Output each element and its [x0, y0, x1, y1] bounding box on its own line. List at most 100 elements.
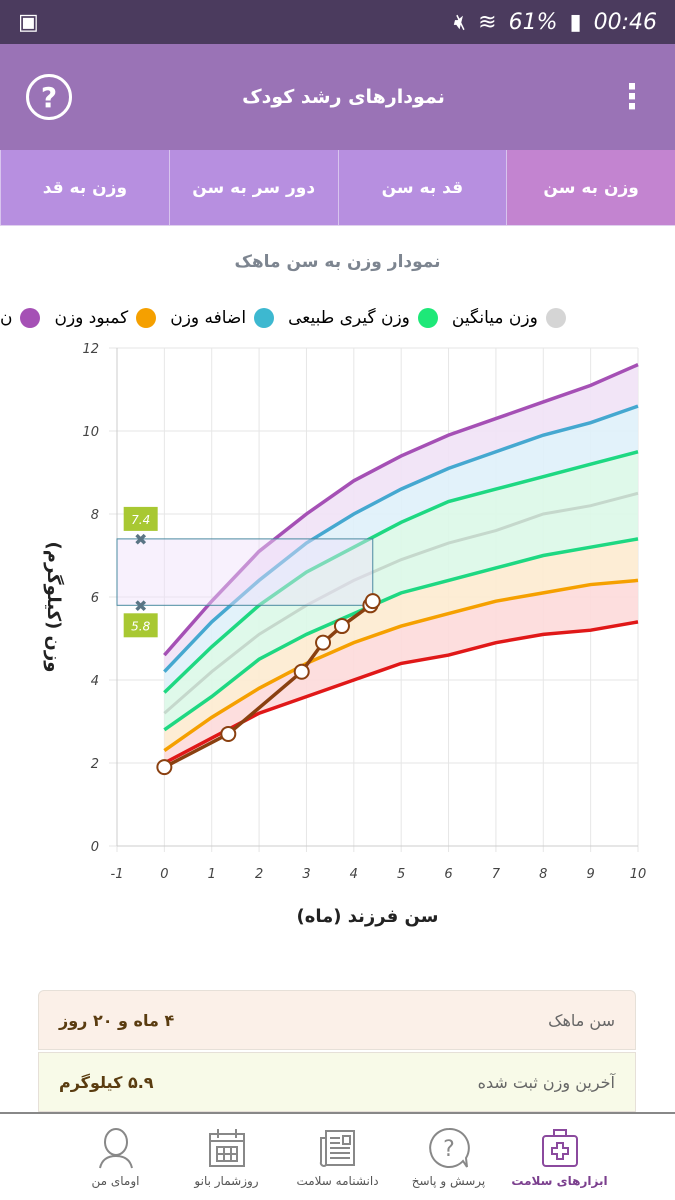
- y-tick-label: 4: [91, 674, 99, 689]
- legend-item[interactable]: وزن میانگین: [452, 308, 566, 328]
- legend-dot: [254, 308, 275, 328]
- percentile-line: [163, 450, 639, 694]
- x-tick-label: -1: [111, 867, 124, 882]
- gallery-icon: ▣: [18, 9, 39, 35]
- percentile-line: [163, 578, 639, 752]
- child-weight-point: [364, 593, 381, 610]
- nav-label: دانشنامه سلامت: [296, 1174, 379, 1188]
- x-tick-label: 2: [255, 867, 263, 882]
- nav-label: اومای من: [91, 1174, 140, 1188]
- x-tick-label: 0: [160, 867, 168, 882]
- range-marker-icon: ✖: [134, 530, 147, 549]
- band-fill: [164, 451, 638, 714]
- info-value: ۵.۹ کیلوگرم: [59, 1072, 154, 1092]
- child-weight-point: [315, 634, 332, 651]
- x-tick-label: 9: [586, 867, 594, 882]
- wifi-icon: ≋: [478, 9, 497, 35]
- chart-tabs: وزن به سن قد به سن دور سر به سن وزن به ق…: [0, 150, 675, 226]
- child-weight-point: [293, 663, 310, 680]
- legend-label: ن: [0, 308, 13, 328]
- battery-icon: ▮: [569, 9, 582, 35]
- app-header: ? نمودارهای رشد کودک ⋮: [0, 44, 675, 150]
- nav-encyclopedia[interactable]: دانشنامه سلامت: [282, 1114, 393, 1200]
- legend-label: وزن میانگین: [451, 308, 538, 328]
- band-fill: [164, 406, 638, 693]
- calendar-icon: [208, 1129, 245, 1167]
- legend-dot: [417, 308, 438, 328]
- x-axis-title: سن فرزند (ماه): [297, 906, 439, 927]
- y-tick-label: 12: [82, 342, 99, 357]
- legend-item[interactable]: ن: [0, 308, 41, 328]
- info-key: سن ماهک: [548, 1010, 615, 1030]
- band-fill: [164, 580, 638, 763]
- tab-height-for-age[interactable]: قد به سن: [337, 150, 507, 225]
- svg-text:?: ?: [443, 1137, 455, 1162]
- nav-label: پرسش و پاسخ: [411, 1174, 486, 1188]
- legend-dot: [136, 308, 157, 328]
- info-key: آخرین وزن ثبت شده: [477, 1072, 615, 1092]
- target-range-box: [116, 538, 374, 606]
- nav-label: ابزارهای سلامت: [511, 1174, 608, 1188]
- tab-weight-for-height[interactable]: وزن به قد: [0, 150, 169, 225]
- y-axis-title: وزن (کیلوگرم): [43, 542, 65, 673]
- legend-item[interactable]: وزن گیری طبیعی: [288, 308, 438, 328]
- nav-health-tools[interactable]: ابزارهای سلامت: [504, 1114, 615, 1200]
- nav-qa[interactable]: ? پرسش و پاسخ: [393, 1114, 504, 1200]
- help-button[interactable]: ?: [26, 74, 72, 120]
- legend-item[interactable]: کمبود وزن: [54, 308, 157, 328]
- legend-item[interactable]: اضافه وزن: [170, 308, 275, 328]
- band-fill: [164, 493, 638, 730]
- info-row-last-weight: آخرین وزن ثبت شده ۵.۹ کیلوگرم: [38, 1052, 636, 1112]
- y-tick-label: 0: [91, 840, 99, 855]
- x-tick-label: 6: [444, 867, 452, 882]
- info-row-age: سن ماهک ۴ ماه و ۲۰ روز: [38, 990, 636, 1050]
- child-weight-point: [156, 759, 173, 776]
- percentile-line: [163, 404, 639, 673]
- x-tick-label: 5: [397, 867, 405, 882]
- x-tick-label: 10: [630, 867, 647, 882]
- legend-label: وزن گیری طبیعی: [288, 308, 410, 328]
- y-tick-label: 2: [91, 757, 99, 772]
- range-label-bg: [123, 506, 158, 531]
- range-label: 5.8: [131, 619, 150, 633]
- nav-label: روزشمار بانو: [194, 1174, 259, 1188]
- y-tick-label: 6: [91, 591, 99, 606]
- x-tick-label: 8: [539, 867, 547, 882]
- medical-kit-icon: [541, 1129, 578, 1167]
- tab-head-for-age[interactable]: دور سر به سن: [168, 150, 338, 225]
- page-title: نمودارهای رشد کودک: [242, 86, 445, 108]
- clock: 00:46: [593, 9, 657, 35]
- band-fill: [164, 538, 638, 751]
- band-fill: [164, 364, 638, 672]
- question-bubble-icon: ?: [428, 1127, 470, 1168]
- bottom-nav: ابزارهای سلامت ? پرسش و پاسخ دانشنامه سل…: [0, 1112, 675, 1200]
- nav-calendar[interactable]: روزشمار بانو: [171, 1114, 282, 1200]
- percentile-line: [163, 537, 639, 732]
- status-bar: ▣ 🔇︎ ≋ 61% ▮ 00:46: [0, 0, 675, 44]
- percentile-line: [163, 491, 639, 715]
- user-avatar-icon: [98, 1128, 133, 1169]
- x-tick-label: 1: [208, 867, 216, 882]
- chart-legend: ن کمبود وزن اضافه وزن وزن گیری طبیعی وزن…: [0, 308, 675, 328]
- more-menu-button[interactable]: ⋮: [614, 77, 649, 117]
- percentile-line: [163, 362, 639, 657]
- legend-label: کمبود وزن: [54, 308, 129, 328]
- info-value: ۴ ماه و ۲۰ روز: [59, 1010, 175, 1030]
- chart-title: نمودار وزن به سن ماهک: [234, 252, 441, 272]
- legend-label: اضافه وزن: [170, 308, 247, 328]
- range-marker-icon: ✖: [134, 596, 147, 615]
- x-tick-label: 7: [492, 867, 501, 882]
- nav-profile[interactable]: اومای من: [60, 1114, 171, 1200]
- legend-dot: [545, 308, 566, 328]
- mute-icon: 🔇︎: [452, 9, 467, 35]
- newspaper-icon: [319, 1130, 355, 1167]
- y-tick-label: 8: [91, 508, 99, 523]
- x-tick-label: 3: [302, 867, 310, 882]
- legend-dot: [20, 308, 41, 328]
- battery-level: 61%: [508, 9, 558, 35]
- child-weight-point: [333, 618, 350, 635]
- tab-weight-for-age[interactable]: وزن به سن: [506, 150, 675, 225]
- child-weight-point: [220, 725, 237, 742]
- x-tick-label: 4: [350, 867, 358, 882]
